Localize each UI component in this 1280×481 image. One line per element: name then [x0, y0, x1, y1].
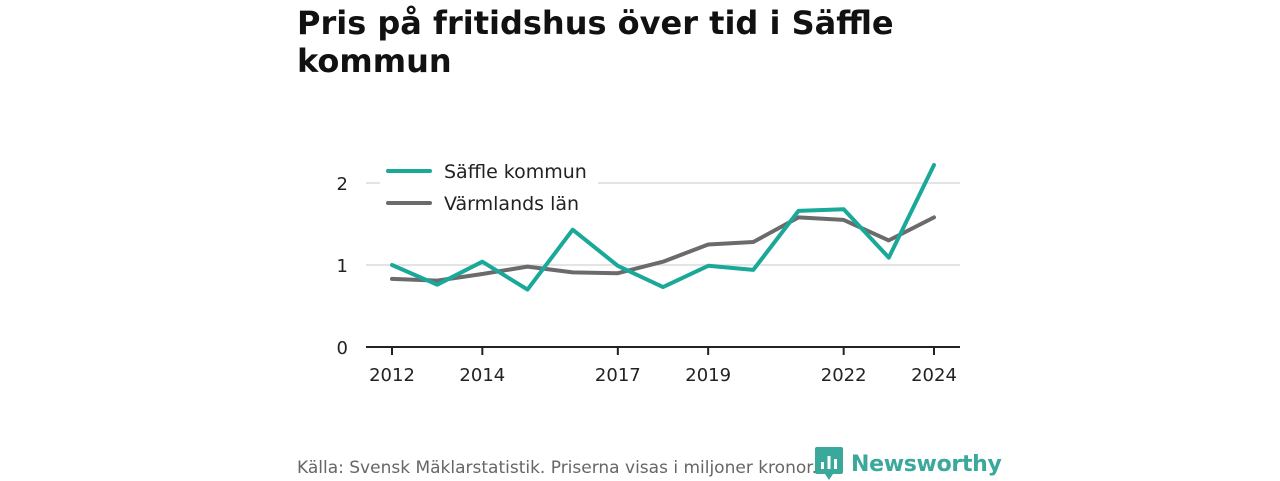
legend: Säffle kommun Värmlands län [380, 155, 598, 219]
y-tick-label: 1 [337, 256, 348, 277]
x-tick-label: 2024 [911, 365, 957, 386]
x-tick-label: 2019 [685, 365, 731, 386]
x-tick-label: 2022 [821, 365, 867, 386]
source-note: Källa: Svensk Mäklarstatistik. Priserna … [297, 458, 818, 478]
series-line-varmlands-lan [390, 215, 936, 283]
y-tick-label: 2 [337, 174, 348, 195]
brand-name: Newsworthy [851, 451, 1002, 477]
y-tick-label: 0 [337, 338, 348, 359]
legend-label: Värmlands län [444, 193, 579, 215]
series-lines [390, 163, 936, 292]
x-tick-label: 2017 [595, 365, 641, 386]
x-tick-label: 2012 [369, 365, 415, 386]
series-line-saffle-kommun [390, 163, 936, 292]
legend-label: Säffle kommun [444, 161, 587, 183]
newsworthy-logo-icon [815, 447, 843, 480]
brand-logo[interactable]: Newsworthy [815, 447, 1002, 481]
x-tick-label: 2014 [459, 365, 505, 386]
legend-background [380, 155, 598, 219]
chart-title: Pris på fritidshus över tid i Säffle kom… [297, 4, 894, 80]
axes: 0 1 2 2012 2014 2017 2019 2022 2024 [337, 174, 960, 386]
